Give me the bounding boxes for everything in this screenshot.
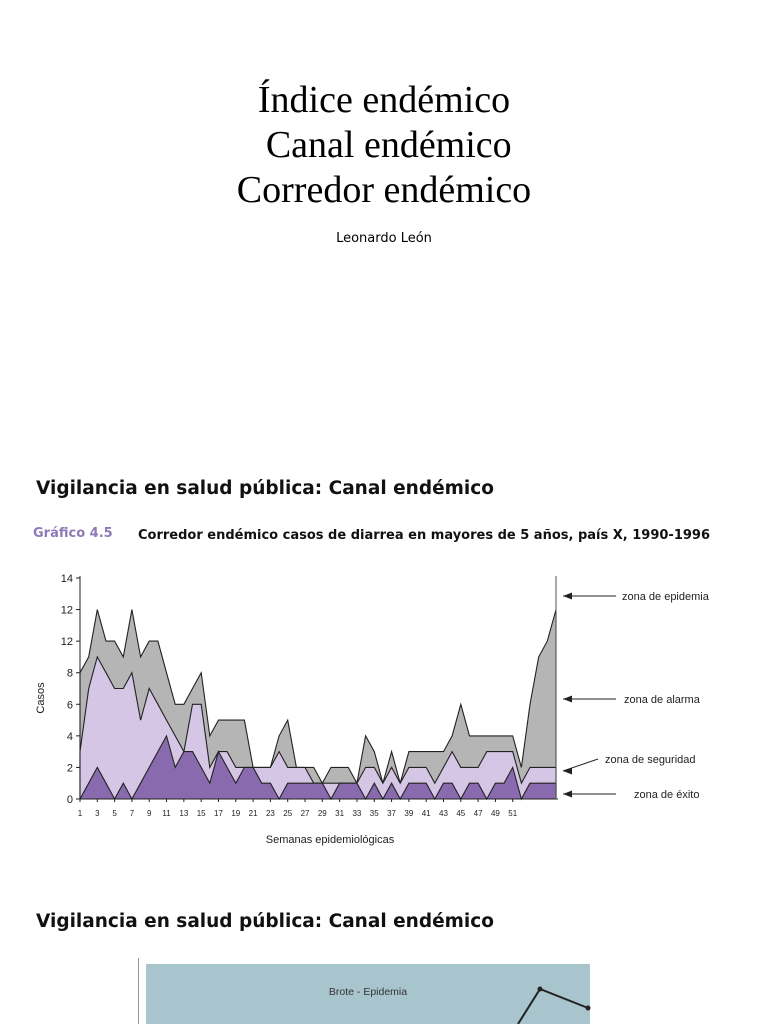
x-tick-label: 39 <box>404 809 413 818</box>
x-tick-label: 25 <box>283 809 292 818</box>
author-name: Leonardo León <box>336 231 432 246</box>
x-tick-label: 47 <box>474 809 483 818</box>
x-tick-label: 33 <box>352 809 361 818</box>
y-tick-label: 12 <box>61 605 73 617</box>
x-tick-label: 1 <box>78 809 83 818</box>
x-tick-label: 43 <box>439 809 448 818</box>
annotation-arrow-head <box>563 790 572 798</box>
annotation-arrow-head <box>563 592 572 600</box>
title-line-2: Canal endémico <box>256 124 512 166</box>
x-tick-label: 11 <box>162 809 171 818</box>
y-tick-label: 14 <box>61 573 73 585</box>
y-tick-label: 2 <box>67 762 73 774</box>
title-line-3: Corredor endémico <box>236 169 532 211</box>
annotation-arrow-head <box>563 695 572 703</box>
x-tick-label: 51 <box>508 809 517 818</box>
x-tick-label: 19 <box>231 809 240 818</box>
figure-title: Corredor endémico casos de diarrea en ma… <box>138 528 711 543</box>
chart-areas <box>79 609 557 801</box>
section-heading-2: Vigilancia en salud pública: Canal endém… <box>36 911 494 932</box>
y-tick-label: 0 <box>67 794 73 806</box>
annotation-label: zona de alarma <box>624 694 701 706</box>
annotation-label: zona de epidemia <box>622 591 710 603</box>
x-tick-label: 27 <box>301 809 310 818</box>
x-tick-label: 17 <box>214 809 223 818</box>
x-tick-label: 45 <box>456 809 465 818</box>
x-tick-label: 35 <box>370 809 379 818</box>
outbreak-chart-preview: Brote - Epidemia <box>138 958 598 1024</box>
y-tick-label: 8 <box>67 668 73 680</box>
x-axis-label: Semanas epidemiológicas <box>266 834 395 846</box>
y-tick-label: 4 <box>67 731 73 743</box>
annotation-label: zona de éxito <box>634 789 699 801</box>
x-tick-label: 49 <box>491 809 500 818</box>
y-axis-label: Casos <box>35 682 47 714</box>
annotation-arrow-head <box>563 767 572 775</box>
x-tick-label: 31 <box>335 809 344 818</box>
x-tick-label: 15 <box>197 809 206 818</box>
x-tick-label: 7 <box>130 809 135 818</box>
x-tick-label: 41 <box>422 809 431 818</box>
x-tick-label: 3 <box>95 809 100 818</box>
x-tick-label: 5 <box>112 809 117 818</box>
y-tick-label: 12 <box>61 636 73 648</box>
area-series-3 <box>79 734 557 801</box>
x-tick-label: 13 <box>179 809 188 818</box>
slide-title: Índice endémico Canal endémico Corredor … <box>0 78 768 213</box>
x-tick-label: 29 <box>318 809 327 818</box>
x-tick-label: 23 <box>266 809 275 818</box>
chart-annotations: zona de epidemia zona de alarma zona de se… <box>562 591 710 801</box>
x-tick-label: 9 <box>147 809 152 818</box>
preview-line <box>517 986 591 1024</box>
figure-label: Gráfico 4.5 <box>33 526 113 541</box>
title-line-1: Índice endémico <box>257 79 511 121</box>
annotation-label: zona de seguridad <box>605 754 696 766</box>
preview-background <box>146 964 590 1024</box>
section-heading-1: Vigilancia en salud pública: Canal endém… <box>36 478 494 499</box>
x-tick-label: 21 <box>249 809 258 818</box>
preview-frame-edge <box>138 958 139 1024</box>
y-tick-label: 6 <box>67 699 73 711</box>
x-tick-label: 37 <box>387 809 396 818</box>
preview-label: Brote - Epidemia <box>328 986 408 998</box>
